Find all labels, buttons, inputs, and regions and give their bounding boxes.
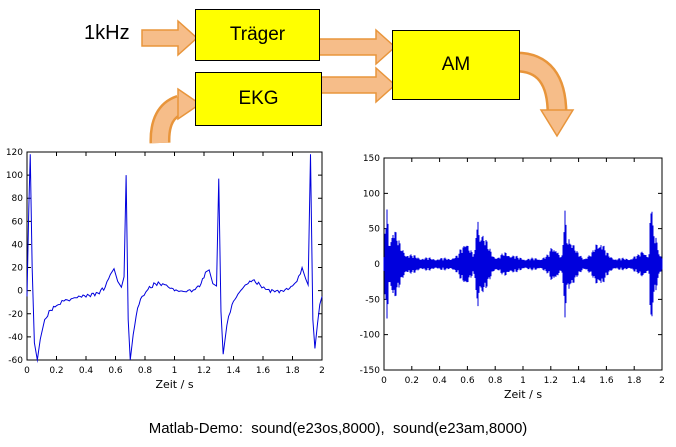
arrow-traeger-to-am-icon (315, 28, 397, 66)
arrow-ekg-to-am-icon (317, 66, 397, 104)
block-diagram: 1kHz Träger EKG AM (0, 0, 676, 146)
arrow-into-ekg-icon (149, 87, 202, 144)
caption: Matlab-Demo: sound(e23os,8000), sound(e2… (148, 420, 528, 437)
am-box: AM (392, 30, 520, 100)
am-plot (356, 148, 672, 408)
traeger-label: Träger (229, 24, 286, 45)
arrow-am-output-icon (515, 51, 575, 138)
diagram-arrows (141, 19, 575, 144)
am-plot-canvas (356, 148, 672, 408)
arrow-1khz-to-traeger-icon (141, 19, 199, 57)
ekg-box: EKG (195, 72, 322, 126)
am-label: AM (441, 54, 471, 75)
traeger-box: Träger (195, 9, 320, 61)
ekg-label: EKG (238, 88, 279, 109)
ekg-plot (2, 142, 332, 398)
input-frequency-label: 1kHz (84, 22, 130, 44)
ekg-plot-canvas (2, 142, 332, 398)
